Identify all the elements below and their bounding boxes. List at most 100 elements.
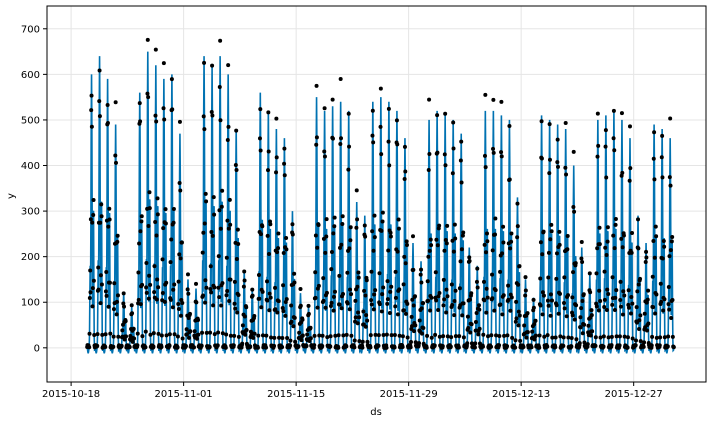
observed-point (482, 298, 487, 303)
observed-point (122, 337, 127, 342)
observed-point (609, 334, 614, 339)
observed-point (360, 345, 365, 350)
observed-point (137, 101, 142, 106)
observed-point (484, 310, 489, 315)
observed-point (212, 212, 217, 217)
observed-point (231, 343, 236, 348)
observed-point (453, 334, 458, 339)
observed-point (160, 290, 165, 295)
observed-point (589, 313, 594, 318)
observed-point (341, 333, 346, 338)
observed-point (514, 299, 519, 304)
observed-point (224, 332, 229, 337)
observed-point (236, 334, 241, 339)
observed-point (164, 280, 169, 285)
observed-point (482, 153, 487, 158)
observed-point (201, 293, 206, 298)
observed-point (601, 334, 606, 339)
observed-point (428, 237, 433, 242)
observed-point (629, 250, 634, 255)
observed-point (179, 240, 184, 245)
observed-point (98, 301, 103, 306)
observed-point (340, 221, 345, 226)
observed-point (194, 300, 199, 305)
observed-point (627, 124, 632, 129)
observed-point (590, 329, 595, 334)
observed-point (577, 341, 582, 346)
observed-point (324, 234, 329, 239)
observed-point (372, 235, 377, 240)
observed-point (208, 287, 213, 292)
observed-point (345, 301, 350, 306)
observed-point (671, 345, 676, 350)
observed-point (539, 119, 544, 124)
observed-point (525, 330, 530, 335)
observed-point (280, 306, 285, 311)
observed-point (508, 246, 513, 251)
observed-point (232, 333, 237, 338)
observed-point (547, 171, 552, 176)
observed-point (365, 339, 370, 344)
observed-point (517, 264, 522, 269)
observed-point (506, 297, 511, 302)
observed-point (276, 246, 281, 251)
observed-point (427, 151, 432, 156)
observed-point (435, 243, 440, 248)
observed-point (208, 264, 213, 269)
observed-point (244, 305, 249, 310)
observed-point (114, 312, 119, 317)
observed-point (132, 336, 137, 341)
observed-point (476, 303, 481, 308)
observed-point (272, 343, 277, 348)
observed-point (397, 333, 402, 338)
observed-point (408, 345, 413, 350)
observed-point (241, 284, 246, 289)
observed-point (322, 149, 327, 154)
observed-point (483, 165, 488, 170)
observed-point (388, 289, 393, 294)
observed-point (411, 267, 416, 272)
observed-point (530, 329, 535, 334)
observed-point (379, 309, 384, 314)
observed-point (348, 225, 353, 230)
observed-point (218, 226, 223, 231)
observed-point (595, 111, 600, 116)
observed-point (388, 230, 393, 235)
observed-point (582, 340, 587, 345)
observed-point (396, 217, 401, 222)
observed-point (395, 249, 400, 254)
observed-point (316, 283, 321, 288)
observed-point (437, 223, 442, 228)
observed-point (670, 234, 675, 239)
observed-point (106, 224, 111, 229)
observed-point (481, 279, 486, 284)
observed-point (274, 170, 279, 175)
observed-point (252, 313, 257, 318)
observed-point (578, 315, 583, 320)
observed-point (646, 288, 651, 293)
observed-point (212, 332, 217, 337)
observed-point (617, 334, 622, 339)
observed-point (594, 271, 599, 276)
observed-point (208, 330, 213, 335)
observed-point (140, 334, 145, 339)
observed-point (483, 92, 488, 97)
observed-point (545, 333, 550, 338)
observed-point (440, 344, 445, 349)
observed-point (614, 334, 619, 339)
observed-point (442, 152, 447, 157)
observed-point (650, 334, 655, 339)
observed-point (523, 293, 528, 298)
observed-point (363, 324, 368, 329)
observed-point (373, 332, 378, 337)
observed-point (461, 335, 466, 340)
observed-point (401, 282, 406, 287)
observed-point (465, 341, 470, 346)
observed-point (353, 298, 358, 303)
observed-point (258, 148, 263, 153)
observed-point (386, 106, 391, 111)
observed-point (426, 254, 431, 259)
observed-point (620, 312, 625, 317)
observed-point (409, 324, 414, 329)
observed-point (147, 206, 152, 211)
